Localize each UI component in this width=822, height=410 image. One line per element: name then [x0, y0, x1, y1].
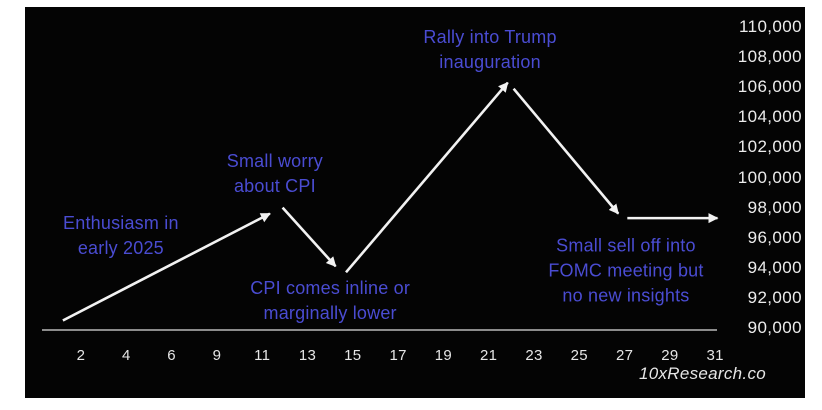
- y-tick-label-108000: 108,000: [737, 47, 802, 67]
- y-tick-label-104000: 104,000: [737, 107, 802, 127]
- arrow-segment-fomc-selloff: [512, 87, 620, 215]
- chart-canvas: [42, 81, 719, 331]
- annotation-line: inauguration: [439, 51, 541, 72]
- y-tick-label-110000: 110,000: [739, 17, 802, 36]
- x-tick-label-9: 9: [212, 347, 222, 364]
- annotation-small-worry: Small worry about CPI: [227, 149, 323, 199]
- chart-frame: Enthusiasm in early 2025 Small worry about …: [25, 7, 805, 398]
- x-tick-label-13: 13: [298, 347, 317, 364]
- annotation-line: Enthusiasm in: [63, 213, 179, 234]
- y-tick-label-106000: 106,000: [737, 77, 802, 97]
- x-tick-label-11: 11: [254, 347, 271, 364]
- annotation-cpi-inline: CPI comes inline or marginally lower: [250, 276, 410, 326]
- annotation-line: FOMC meeting but: [548, 260, 704, 281]
- y-tick-label-94000: 94,000: [747, 257, 802, 277]
- annotation-line: Rally into Trump: [423, 26, 557, 47]
- x-tick-label-15: 15: [344, 347, 362, 364]
- x-tick-label-6: 6: [167, 347, 176, 364]
- annotation-line: early 2025: [77, 238, 164, 259]
- x-tick-label-27: 27: [615, 347, 634, 364]
- y-tick-label-102000: 102,000: [737, 137, 802, 157]
- arrow-segment-inauguration-rally: [345, 81, 509, 274]
- x-tick-label-31: 31: [706, 347, 724, 364]
- annotation-line: no new insights: [562, 285, 690, 306]
- annotation-line: about CPI: [233, 176, 316, 197]
- x-tick-label-19: 19: [434, 347, 453, 364]
- annotation-line: CPI comes inline or: [250, 277, 411, 298]
- annotation-line: marginally lower: [263, 302, 397, 323]
- y-tick-label-100000: 100,000: [737, 167, 802, 187]
- x-tick-label-23: 23: [525, 347, 543, 364]
- arrow-segment-cpi-worry-dip: [281, 206, 337, 268]
- y-tick-label-90000: 90,000: [747, 318, 802, 337]
- x-tick-label-4: 4: [121, 347, 131, 364]
- x-tick-label-17: 17: [389, 347, 407, 364]
- watermark: 10xResearch.co: [638, 364, 766, 383]
- annotation-line: Small worry: [226, 151, 323, 172]
- x-tick-label-29: 29: [661, 347, 679, 364]
- annotation-enthusiasm: Enthusiasm in early 2025: [63, 211, 179, 261]
- y-tick-label-96000: 96,000: [747, 227, 802, 247]
- x-tick-label-21: 21: [480, 347, 498, 364]
- x-tick-label-2: 2: [76, 347, 86, 364]
- y-tick-label-92000: 92,000: [747, 287, 802, 307]
- annotation-fomc: Small sell off into FOMC meeting but no ne…: [548, 233, 703, 308]
- x-tick-label-25: 25: [570, 347, 588, 364]
- arrow-segment-enthusiasm-rise: [62, 212, 271, 322]
- y-tick-label-98000: 98,000: [747, 197, 802, 217]
- annotation-line: Small sell off into: [556, 235, 696, 256]
- annotation-rally: Rally into Trump inauguration: [423, 25, 556, 75]
